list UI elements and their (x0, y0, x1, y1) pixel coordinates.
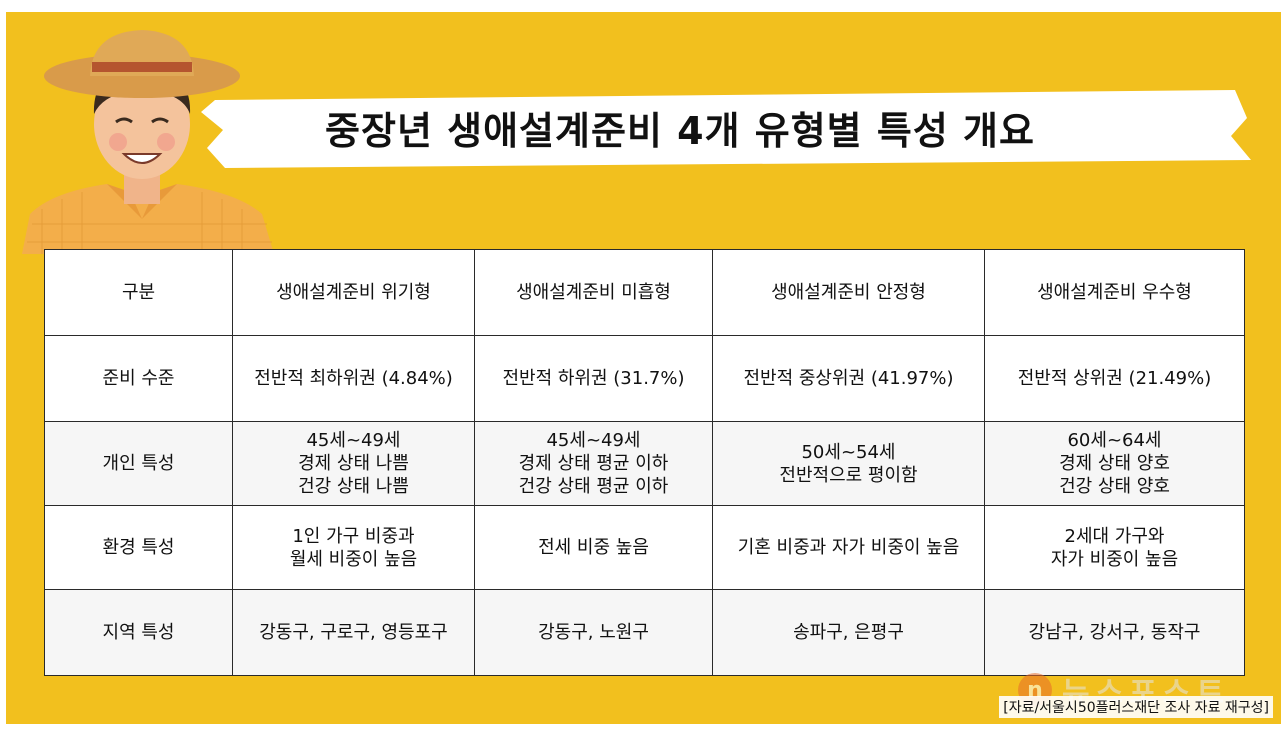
table-header-row: 구분 생애설계준비 위기형 생애설계준비 미흡형 생애설계준비 안정형 생애설계준비 우… (44, 249, 1245, 336)
cell-line: 전반적으로 평이함 (779, 464, 918, 486)
title-brush-stroke (201, 90, 1251, 168)
cell-line: 자가 비중이 높음 (1050, 548, 1179, 570)
table-cell: 강남구, 강서구, 동작구 (984, 589, 1245, 676)
table-cell: 전반적 상위권 (21.49%) (984, 335, 1245, 422)
cell-line: 강동구, 노원구 (538, 622, 649, 643)
cell-line: 1인 가구 비중과 (292, 525, 415, 547)
cell-line: 전반적 최하위권 (4.84%) (254, 368, 453, 389)
cell-line: 2세대 가구와 (1064, 525, 1165, 547)
row-label: 지역 특성 (44, 589, 233, 676)
table-cell: 1인 가구 비중과 월세 비중이 높음 (232, 505, 475, 590)
cell-line: 전세 비중 높음 (538, 537, 649, 558)
table-cell: 강동구, 구로구, 영등포구 (232, 589, 475, 676)
cell-line: 전반적 중상위권 (41.97%) (743, 368, 954, 389)
row-label: 개인 특성 (44, 421, 233, 506)
cell-line: 45세~49세 (306, 430, 401, 451)
table-row: 준비 수준 전반적 최하위권 (4.84%) 전반적 하위권 (31.7%) 전반적 … (44, 335, 1245, 422)
cell-line: 건강 상태 평균 이하 (518, 476, 669, 497)
cell-line: 전반적 하위권 (31.7%) (502, 368, 685, 389)
cell-line: 기혼 비중과 자가 비중이 높음 (737, 537, 960, 558)
table-cell: 50세~54세 전반적으로 평이함 (712, 421, 985, 506)
cell-line: 45세~49세 (546, 430, 641, 451)
table-row: 개인 특성 45세~49세 경제 상태 나쁨 건강 상태 나쁨 45세~49세 경제 상태… (44, 421, 1245, 506)
cell-line: 경제 상태 양호 (1059, 453, 1170, 474)
table-cell: 전반적 하위권 (31.7%) (474, 335, 713, 422)
table-cell: 2세대 가구와 자가 비중이 높음 (984, 505, 1245, 590)
cell-line: 경제 상태 나쁨 (298, 453, 409, 474)
table-cell: 전반적 중상위권 (41.97%) (712, 335, 985, 422)
header-category: 구분 (44, 249, 233, 336)
cell-line: 건강 상태 나쁨 (298, 476, 409, 497)
source-caption: [자료/서울시50플러스재단 조사 자료 재구성] (999, 696, 1273, 718)
header-type: 생애설계준비 우수형 (984, 249, 1245, 336)
table-row: 환경 특성 1인 가구 비중과 월세 비중이 높음 전세 비중 높음 기혼 비중과 자가… (44, 505, 1245, 590)
cell-line: 건강 상태 양호 (1059, 476, 1170, 497)
table-cell: 전반적 최하위권 (4.84%) (232, 335, 475, 422)
cell-line: 강남구, 강서구, 동작구 (1028, 622, 1201, 643)
page-title: 중장년 생애설계준비 4개 유형별 특성 개요 (325, 108, 1035, 153)
cell-line: 전반적 상위권 (21.49%) (1017, 368, 1212, 389)
cell-line: 강동구, 구로구, 영등포구 (259, 622, 448, 643)
header-type: 생애설계준비 미흡형 (474, 249, 713, 336)
header-type: 생애설계준비 위기형 (232, 249, 475, 336)
table-cell: 45세~49세 경제 상태 나쁨 건강 상태 나쁨 (232, 421, 475, 506)
table-cell: 강동구, 노원구 (474, 589, 713, 676)
farmer-icon (22, 30, 274, 254)
table-cell: 45세~49세 경제 상태 평균 이하 건강 상태 평균 이하 (474, 421, 713, 506)
table-cell: 60세~64세 경제 상태 양호 건강 상태 양호 (984, 421, 1245, 506)
header-type: 생애설계준비 안정형 (712, 249, 985, 336)
cell-line: 월세 비중이 높음 (289, 548, 418, 570)
cell-line: 50세~54세 (801, 441, 896, 463)
cell-line: 경제 상태 평균 이하 (518, 453, 669, 474)
table-cell: 송파구, 은평구 (712, 589, 985, 676)
row-label: 환경 특성 (44, 505, 233, 590)
characteristics-table: 구분 생애설계준비 위기형 생애설계준비 미흡형 생애설계준비 안정형 생애설계준비 우… (44, 249, 1245, 676)
cell-line: 60세~64세 (1067, 430, 1162, 451)
table-cell: 전세 비중 높음 (474, 505, 713, 590)
table-row: 지역 특성 강동구, 구로구, 영등포구 강동구, 노원구 송파구, 은평구 강남구, … (44, 589, 1245, 676)
cell-line: 송파구, 은평구 (793, 622, 904, 643)
row-label: 준비 수준 (44, 335, 233, 422)
table-cell: 기혼 비중과 자가 비중이 높음 (712, 505, 985, 590)
